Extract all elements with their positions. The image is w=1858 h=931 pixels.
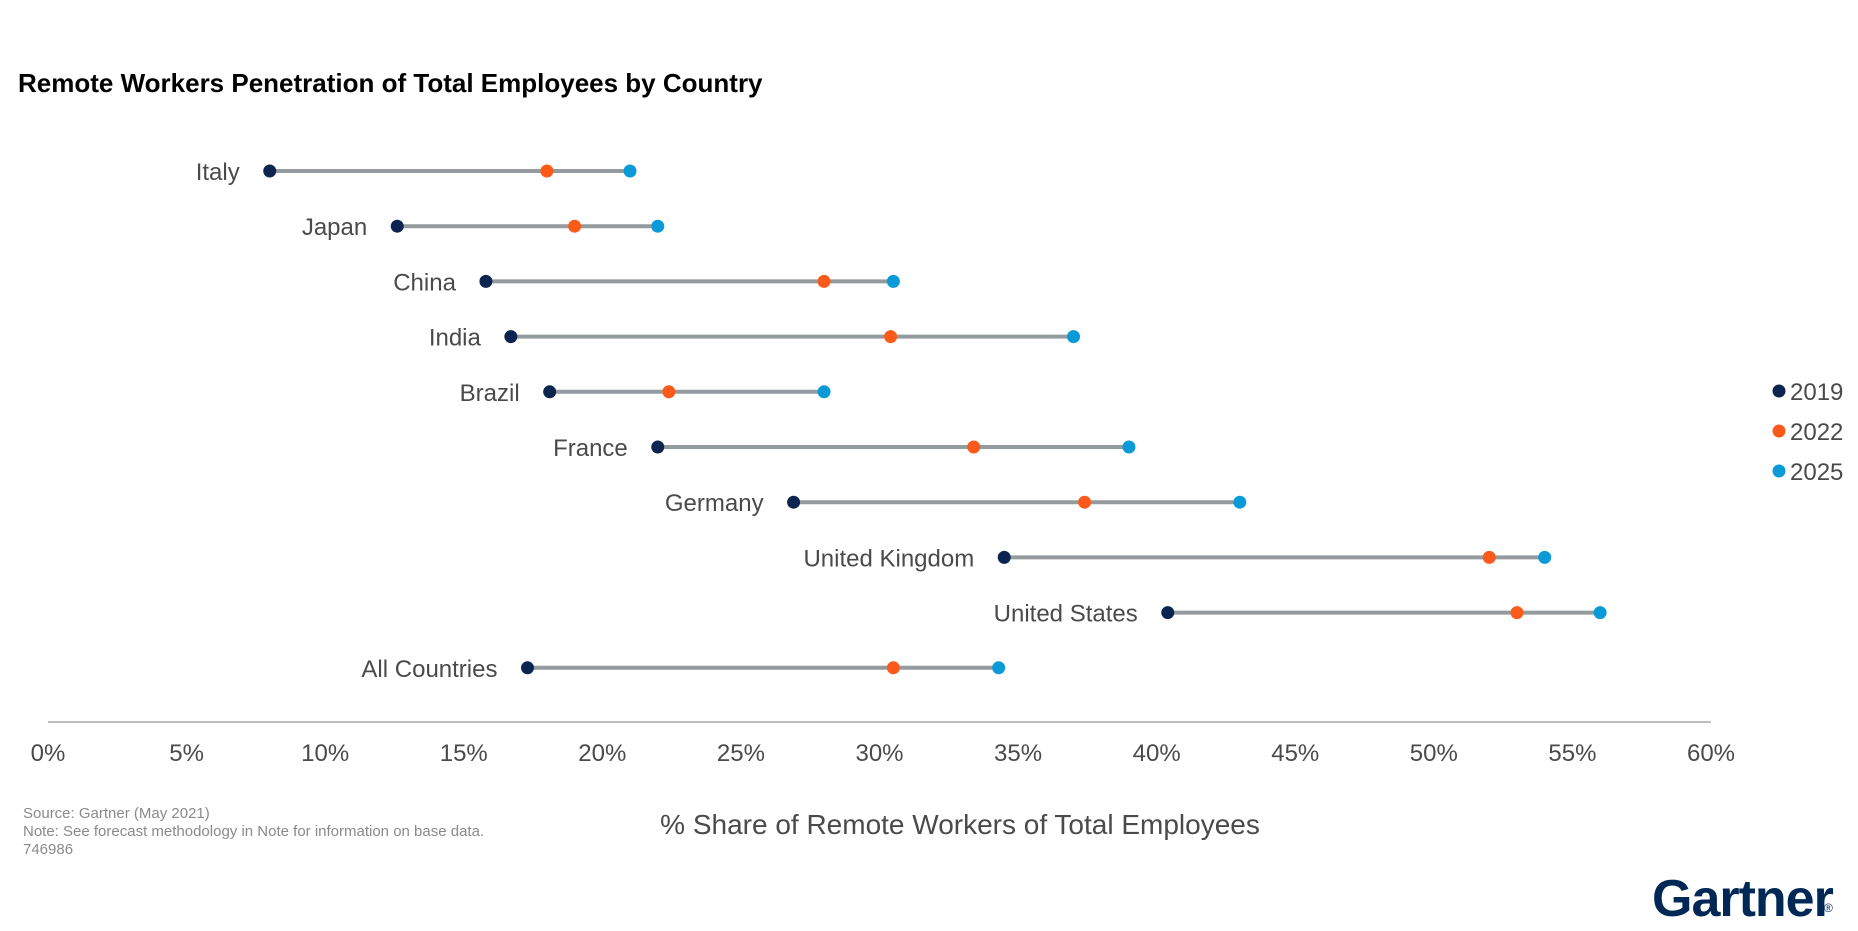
row-france: France (553, 435, 1136, 462)
row-italy: Italy (196, 159, 637, 186)
legend-label-2025: 2025 (1790, 459, 1843, 486)
point-india-2022 (884, 330, 898, 344)
x-tick-label: 55% (1548, 740, 1596, 767)
gartner-logo-text: Gartner (1652, 870, 1834, 928)
category-label-india: India (429, 325, 482, 352)
category-label-china: China (393, 269, 456, 296)
point-china-2025 (886, 274, 900, 288)
legend: 2019 2022 2025 (1772, 379, 1843, 486)
point-italy-2019 (263, 164, 277, 178)
point-germany-2019 (787, 495, 801, 509)
row-germany: Germany (665, 490, 1247, 517)
point-united-states-2025 (1593, 606, 1607, 620)
point-italy-2022 (540, 164, 554, 178)
point-united-states-2022 (1510, 606, 1524, 620)
point-all-countries-2019 (520, 661, 534, 675)
x-tick-label: 10% (301, 740, 349, 767)
point-france-2022 (967, 440, 981, 454)
row-japan: Japan (302, 214, 665, 241)
point-japan-2025 (651, 219, 665, 233)
category-label-united-kingdom: United Kingdom (803, 545, 974, 572)
legend-item-2019: 2019 (1772, 379, 1843, 406)
point-china-2022 (817, 274, 831, 288)
gartner-logo: Gartner ® (1652, 870, 1835, 928)
row-united-states: United States (994, 601, 1607, 628)
x-tick-label: 25% (717, 740, 765, 767)
point-all-countries-2025 (992, 661, 1006, 675)
legend-label-2022: 2022 (1790, 419, 1843, 446)
x-axis-ticks: 0% 5% 10% 15% 20% 25% 30% 35% 40% 45% 50% 55% 60% (31, 740, 1735, 767)
point-all-countries-2022 (886, 661, 900, 675)
legend-label-2019: 2019 (1790, 379, 1843, 406)
x-tick-label: 5% (169, 740, 204, 767)
x-tick-label: 20% (578, 740, 626, 767)
category-label-france: France (553, 435, 628, 462)
x-tick-label: 15% (440, 740, 488, 767)
point-united-states-2019 (1161, 606, 1175, 620)
x-tick-label: 0% (31, 740, 66, 767)
category-label-brazil: Brazil (460, 380, 520, 407)
point-united-kingdom-2022 (1482, 550, 1496, 564)
row-india: India (429, 325, 1081, 352)
chart-title: Remote Workers Penetration of Total Empl… (18, 68, 763, 98)
legend-marker-2022 (1772, 424, 1786, 438)
x-tick-label: 30% (855, 740, 903, 767)
point-japan-2019 (390, 219, 404, 233)
point-india-2025 (1067, 330, 1081, 344)
point-brazil-2025 (817, 385, 831, 399)
point-united-kingdom-2025 (1538, 550, 1552, 564)
point-france-2019 (651, 440, 665, 454)
plot-area: Italy Japan China India Brazil France Germany U… (196, 159, 1607, 683)
row-all-countries: All Countries (361, 656, 1006, 683)
legend-item-2022: 2022 (1772, 419, 1843, 446)
point-brazil-2019 (543, 385, 557, 399)
x-tick-label: 50% (1410, 740, 1458, 767)
category-label-germany: Germany (665, 490, 764, 517)
legend-item-2025: 2025 (1772, 459, 1843, 486)
x-axis-title: % Share of Remote Workers of Total Emplo… (660, 809, 1260, 840)
legend-marker-2019 (1772, 384, 1786, 398)
point-brazil-2022 (662, 385, 676, 399)
point-japan-2022 (568, 219, 582, 233)
x-tick-label: 60% (1687, 740, 1735, 767)
point-china-2019 (479, 274, 493, 288)
point-united-kingdom-2019 (997, 550, 1011, 564)
methodology-note: Note: See forecast methodology in Note f… (23, 823, 484, 840)
gartner-logo-mark: ® (1824, 901, 1833, 915)
row-china: China (393, 269, 900, 296)
row-brazil: Brazil (460, 380, 831, 407)
category-label-japan: Japan (302, 214, 367, 241)
point-india-2019 (504, 330, 518, 344)
legend-marker-2025 (1772, 464, 1786, 478)
category-label-united-states: United States (994, 601, 1138, 628)
point-germany-2025 (1233, 495, 1247, 509)
document-id: 746986 (23, 841, 73, 858)
x-tick-label: 35% (994, 740, 1042, 767)
point-italy-2025 (623, 164, 637, 178)
row-united-kingdom: United Kingdom (803, 545, 1552, 572)
category-label-all-countries: All Countries (361, 656, 497, 683)
x-tick-label: 40% (1133, 740, 1181, 767)
point-germany-2022 (1078, 495, 1092, 509)
source-note: Source: Gartner (May 2021) (23, 805, 210, 822)
point-france-2025 (1122, 440, 1136, 454)
category-label-italy: Italy (196, 159, 240, 186)
x-tick-label: 45% (1271, 740, 1319, 767)
